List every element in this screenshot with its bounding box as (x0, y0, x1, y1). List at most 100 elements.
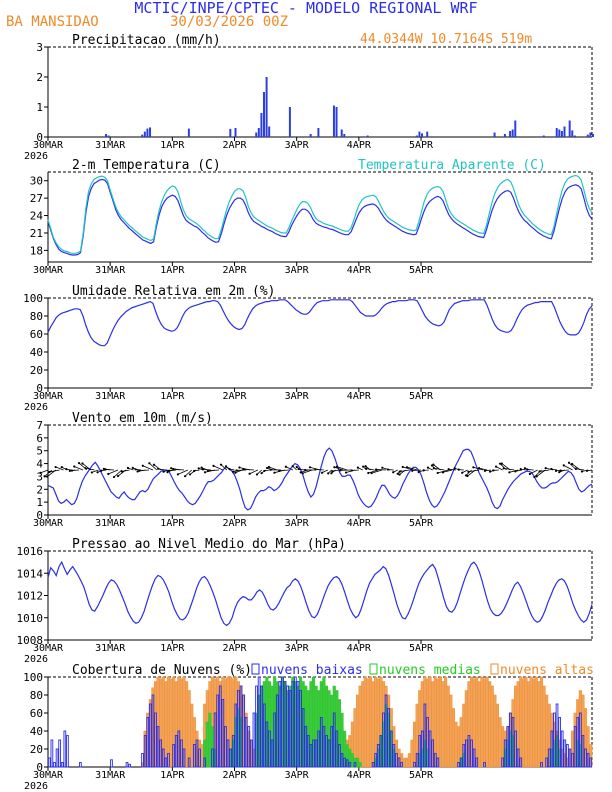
cloud-high-bar (532, 678, 536, 768)
year-label: 2026 (24, 654, 48, 665)
cloud-low-bar (273, 712, 277, 768)
cloud-low-bar (555, 703, 559, 768)
cloud-low-bar (216, 694, 220, 768)
cloud-low-bar (330, 726, 334, 768)
precip-bar (149, 127, 152, 137)
wind-arrow-head (344, 471, 348, 474)
precip-bar (107, 135, 110, 137)
wind-arrow-head (320, 471, 324, 474)
cloud-low-bar (203, 757, 207, 768)
x-tick-label: 5APR (409, 140, 434, 151)
wind-arrow-head (339, 469, 342, 472)
wind-arrow (332, 469, 340, 472)
cloud-low-bar (270, 739, 274, 768)
cloud-high-bar (498, 717, 502, 768)
cloud-low-bar (426, 717, 429, 768)
wind-arrow-head (580, 470, 584, 473)
wind-arrow-head (562, 464, 565, 467)
wind-arrow (302, 469, 313, 474)
wind-arrow-head (461, 471, 464, 474)
precip-bar (571, 130, 574, 137)
cloud-low-bar (159, 739, 163, 768)
y-tick-label: 100 (23, 671, 43, 684)
panel-title: Umidade Relativa em 2m (%) (72, 284, 276, 299)
legend-label: nuvens baixas (261, 663, 363, 678)
precip-bar (309, 134, 312, 137)
cloud-low-bar (550, 730, 554, 768)
series-line (47, 174, 593, 254)
wind-arrow (213, 465, 224, 471)
wind-arrow (539, 469, 550, 472)
cloud-low-bar (397, 757, 401, 768)
panel-humidity: 0 20 40 60 80 100 30MAR 31MAR 1APR 2APR 3APR 4APR 5A… (23, 284, 593, 413)
x-tick-label: 4APR (347, 770, 372, 781)
cloud-low-bar (475, 757, 479, 768)
wind-arrow-head (104, 468, 107, 471)
wind-arrow-head (120, 470, 123, 473)
wind-arrow-head (554, 469, 558, 473)
cloud-high-bar (441, 681, 445, 768)
y-tick-label: 27 (30, 192, 43, 205)
panel-temperature: 18 21 24 27 30 30MAR 31MAR 1APR 2APR 3APR 4APR 5APR… (30, 158, 593, 276)
wind-arrow-head (102, 467, 105, 470)
wind-arrow (351, 469, 359, 471)
x-tick-label: 2APR (222, 518, 247, 529)
wind-arrow (202, 469, 212, 471)
cloud-high-bar (524, 676, 528, 768)
series-line (47, 178, 593, 256)
y-tick-label: 1008 (17, 634, 44, 647)
cloud-low-bar (433, 753, 437, 768)
cloud-low-bar (483, 762, 486, 768)
series-line (47, 447, 593, 511)
precip-bar (592, 134, 594, 137)
cloud-low-bar (566, 744, 569, 768)
wind-arrow (268, 466, 278, 471)
cloud-low-bar (125, 762, 129, 768)
cloud-high-bar (454, 721, 458, 768)
wind-arrow-head (267, 465, 271, 469)
cloud-low-bar (314, 739, 318, 768)
cloud-high-bar (537, 681, 541, 768)
cloud-low-bar (79, 762, 82, 768)
run-date-label: 30/03/2026 00Z (170, 14, 288, 30)
wind-arrow-head (492, 469, 495, 472)
wind-arrow (279, 469, 289, 472)
y-tick-label: 100 (23, 292, 43, 305)
y-tick-label: 18 (30, 244, 43, 257)
y-tick-label: 5 (36, 445, 43, 458)
wind-arrow (503, 467, 515, 471)
wind-arrow-head (314, 468, 317, 471)
plot-area-clouds (47, 676, 593, 768)
cloud-high-bar (493, 694, 497, 768)
wind-arrow-head (200, 466, 203, 469)
cloud-low-bar (589, 757, 593, 768)
wind-arrow (177, 469, 189, 475)
wind-arrow-head (570, 462, 574, 466)
wind-arrow-head (426, 466, 430, 469)
cloud-high-bar (457, 726, 461, 768)
wind-arrow-head (219, 463, 223, 466)
precip-bar (257, 128, 260, 137)
wind-arrow (433, 467, 445, 471)
cloud-low-bar (379, 735, 383, 768)
cloud-low-bar (268, 730, 271, 768)
cloud-high-bar (368, 676, 373, 768)
x-tick-label: 30MAR (33, 391, 64, 402)
cloud-low-bar (224, 726, 227, 768)
y-tick-label: 1014 (17, 567, 44, 580)
wind-arrow-head (81, 462, 84, 465)
cloud-low-bar (161, 748, 165, 768)
panel-title: Precipitacao (mm/h) (72, 33, 221, 48)
wind-arrow-head (535, 475, 538, 478)
cloud-high-bar (482, 678, 487, 768)
wind-arrow-head (494, 465, 498, 468)
cloud-low-bar (506, 726, 510, 768)
cloud-low-bar (53, 762, 56, 768)
precip-bar (104, 134, 107, 137)
y-tick-label: 1012 (17, 590, 44, 603)
cloud-high-bar (480, 676, 484, 768)
wind-arrow-head (398, 473, 401, 476)
cloud-low-bar (418, 735, 422, 768)
wind-arrow (412, 469, 422, 472)
cloud-high-bar (371, 681, 375, 768)
